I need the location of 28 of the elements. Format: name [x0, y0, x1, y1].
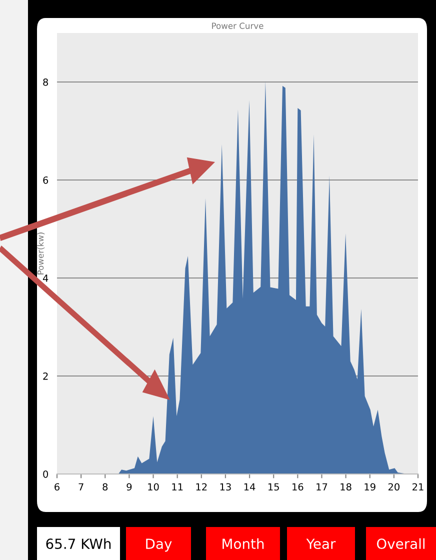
x-tick-label: 9	[126, 483, 132, 491]
text: Day	[146, 538, 172, 552]
text: 65.7 KWh	[46, 538, 111, 550]
x-tick-label: 20	[388, 483, 400, 491]
x-tick-label: 17	[316, 483, 328, 490]
y-tick-label: 2	[43, 372, 48, 380]
y-axis-title: Power(kw)	[37, 232, 45, 274]
text: Month	[222, 538, 264, 550]
y-tick-label: 6	[43, 176, 48, 184]
y-tick-label: 4	[42, 274, 48, 282]
x-tick-label: 10	[148, 483, 159, 491]
x-tick-label: 21	[412, 483, 424, 490]
y-tick-label: 8	[43, 78, 48, 86]
x-tick-label: 14	[244, 483, 256, 490]
text: Year	[306, 538, 336, 550]
x-tick-label: 16	[292, 483, 304, 491]
x-tick-label: 13	[220, 483, 231, 491]
x-tick-label: 19	[364, 483, 376, 491]
text: Overall	[376, 538, 425, 550]
y-tick-label: 0	[43, 470, 48, 478]
x-tick-label: 15	[268, 483, 279, 491]
x-tick-label: 11	[172, 483, 183, 490]
x-tick-label: 12	[196, 483, 207, 490]
x-tick-label: 6	[54, 483, 60, 491]
x-tick-label: 8	[102, 483, 108, 491]
x-tick-label: 7	[78, 483, 84, 490]
chart-title: Power Curve	[212, 22, 264, 29]
x-tick-label: 18	[340, 483, 352, 491]
